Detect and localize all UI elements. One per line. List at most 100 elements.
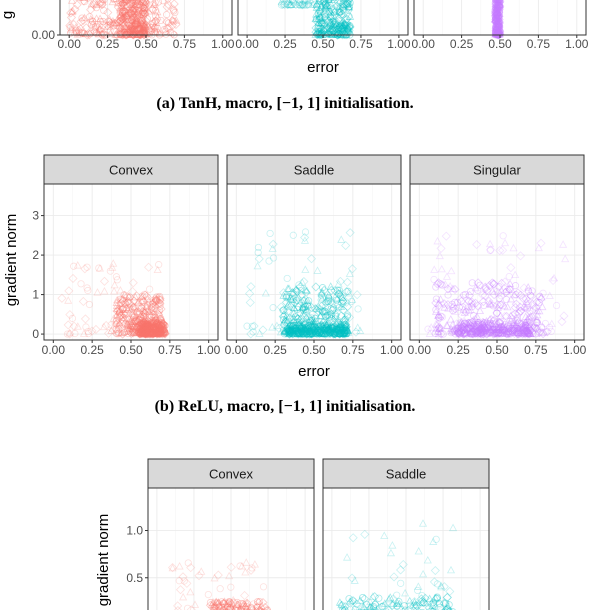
data-point (317, 328, 326, 337)
data-point (487, 278, 497, 288)
data-point (491, 7, 501, 18)
data-point (490, 6, 501, 16)
data-point (491, 13, 501, 23)
data-point (492, 23, 500, 32)
data-point (153, 327, 162, 335)
data-point (127, 30, 136, 38)
data-point (473, 329, 482, 337)
data-point (154, 328, 163, 336)
data-point (457, 326, 467, 337)
data-point (292, 297, 301, 305)
data-point (142, 327, 150, 335)
data-point (293, 0, 302, 8)
data-point (340, 321, 350, 331)
data-point (495, 1, 505, 11)
data-point (147, 328, 156, 336)
data-point (420, 593, 430, 603)
data-point (139, 10, 147, 19)
data-point (239, 602, 247, 610)
data-point (298, 326, 306, 335)
data-point (250, 560, 259, 568)
data-point (139, 23, 148, 31)
data-point (488, 326, 497, 334)
data-point (341, 20, 351, 31)
data-point (493, 7, 501, 15)
data-point (143, 324, 153, 334)
data-point (144, 307, 154, 315)
data-point (85, 300, 94, 309)
data-point (122, 292, 132, 302)
data-point (338, 296, 348, 306)
data-point (287, 329, 296, 337)
data-point (137, 329, 146, 337)
data-point (150, 21, 159, 30)
data-point (140, 329, 150, 339)
data-point (489, 290, 499, 300)
data-point (139, 308, 150, 318)
data-point (283, 292, 292, 301)
data-point (124, 298, 134, 308)
data-point (283, 302, 292, 310)
data-point (116, 309, 124, 317)
data-point (286, 326, 294, 334)
data-point (525, 318, 534, 326)
data-point (118, 14, 128, 24)
data-point (158, 322, 168, 332)
data-point (495, 0, 503, 5)
data-point (110, 18, 119, 27)
data-point (142, 329, 152, 339)
data-point (532, 324, 540, 332)
data-point (135, 0, 143, 9)
data-point (131, 292, 140, 301)
data-point (112, 310, 121, 319)
data-point (249, 321, 259, 331)
data-point (120, 291, 128, 299)
data-point (295, 315, 306, 325)
data-point (495, 4, 503, 12)
data-point (120, 328, 128, 337)
data-point (342, 0, 352, 10)
data-point (467, 317, 477, 327)
data-point (494, 0, 504, 11)
data-point (119, 0, 125, 3)
data-point (526, 323, 534, 331)
data-point (323, 9, 333, 19)
data-point (484, 322, 493, 330)
data-point (332, 319, 341, 327)
data-point (128, 24, 138, 33)
data-point (461, 328, 470, 337)
data-point (132, 322, 142, 331)
data-point (289, 328, 297, 337)
data-point (300, 0, 309, 6)
data-point (344, 26, 352, 34)
data-point (341, 322, 351, 332)
data-point (491, 0, 500, 7)
data-point (480, 301, 488, 310)
data-point (147, 319, 157, 329)
data-point (443, 300, 453, 310)
data-point (337, 298, 347, 308)
data-point (144, 7, 153, 15)
data-point (124, 14, 133, 23)
data-point (118, 14, 128, 24)
data-point (155, 306, 163, 314)
data-point (292, 284, 301, 293)
data-point (152, 328, 161, 336)
data-point (300, 324, 309, 333)
data-point (83, 263, 91, 271)
data-point (281, 330, 289, 338)
data-point (283, 284, 292, 292)
data-point (153, 320, 163, 330)
data-point (139, 0, 149, 6)
data-point (120, 22, 130, 30)
data-point (515, 330, 523, 338)
data-point (57, 293, 67, 303)
data-point (297, 0, 307, 10)
data-point (317, 289, 326, 297)
data-point (280, 327, 289, 335)
data-point (223, 602, 231, 610)
data-point (340, 602, 350, 610)
data-point (119, 6, 129, 16)
data-point (327, 324, 335, 332)
data-point (263, 606, 271, 610)
